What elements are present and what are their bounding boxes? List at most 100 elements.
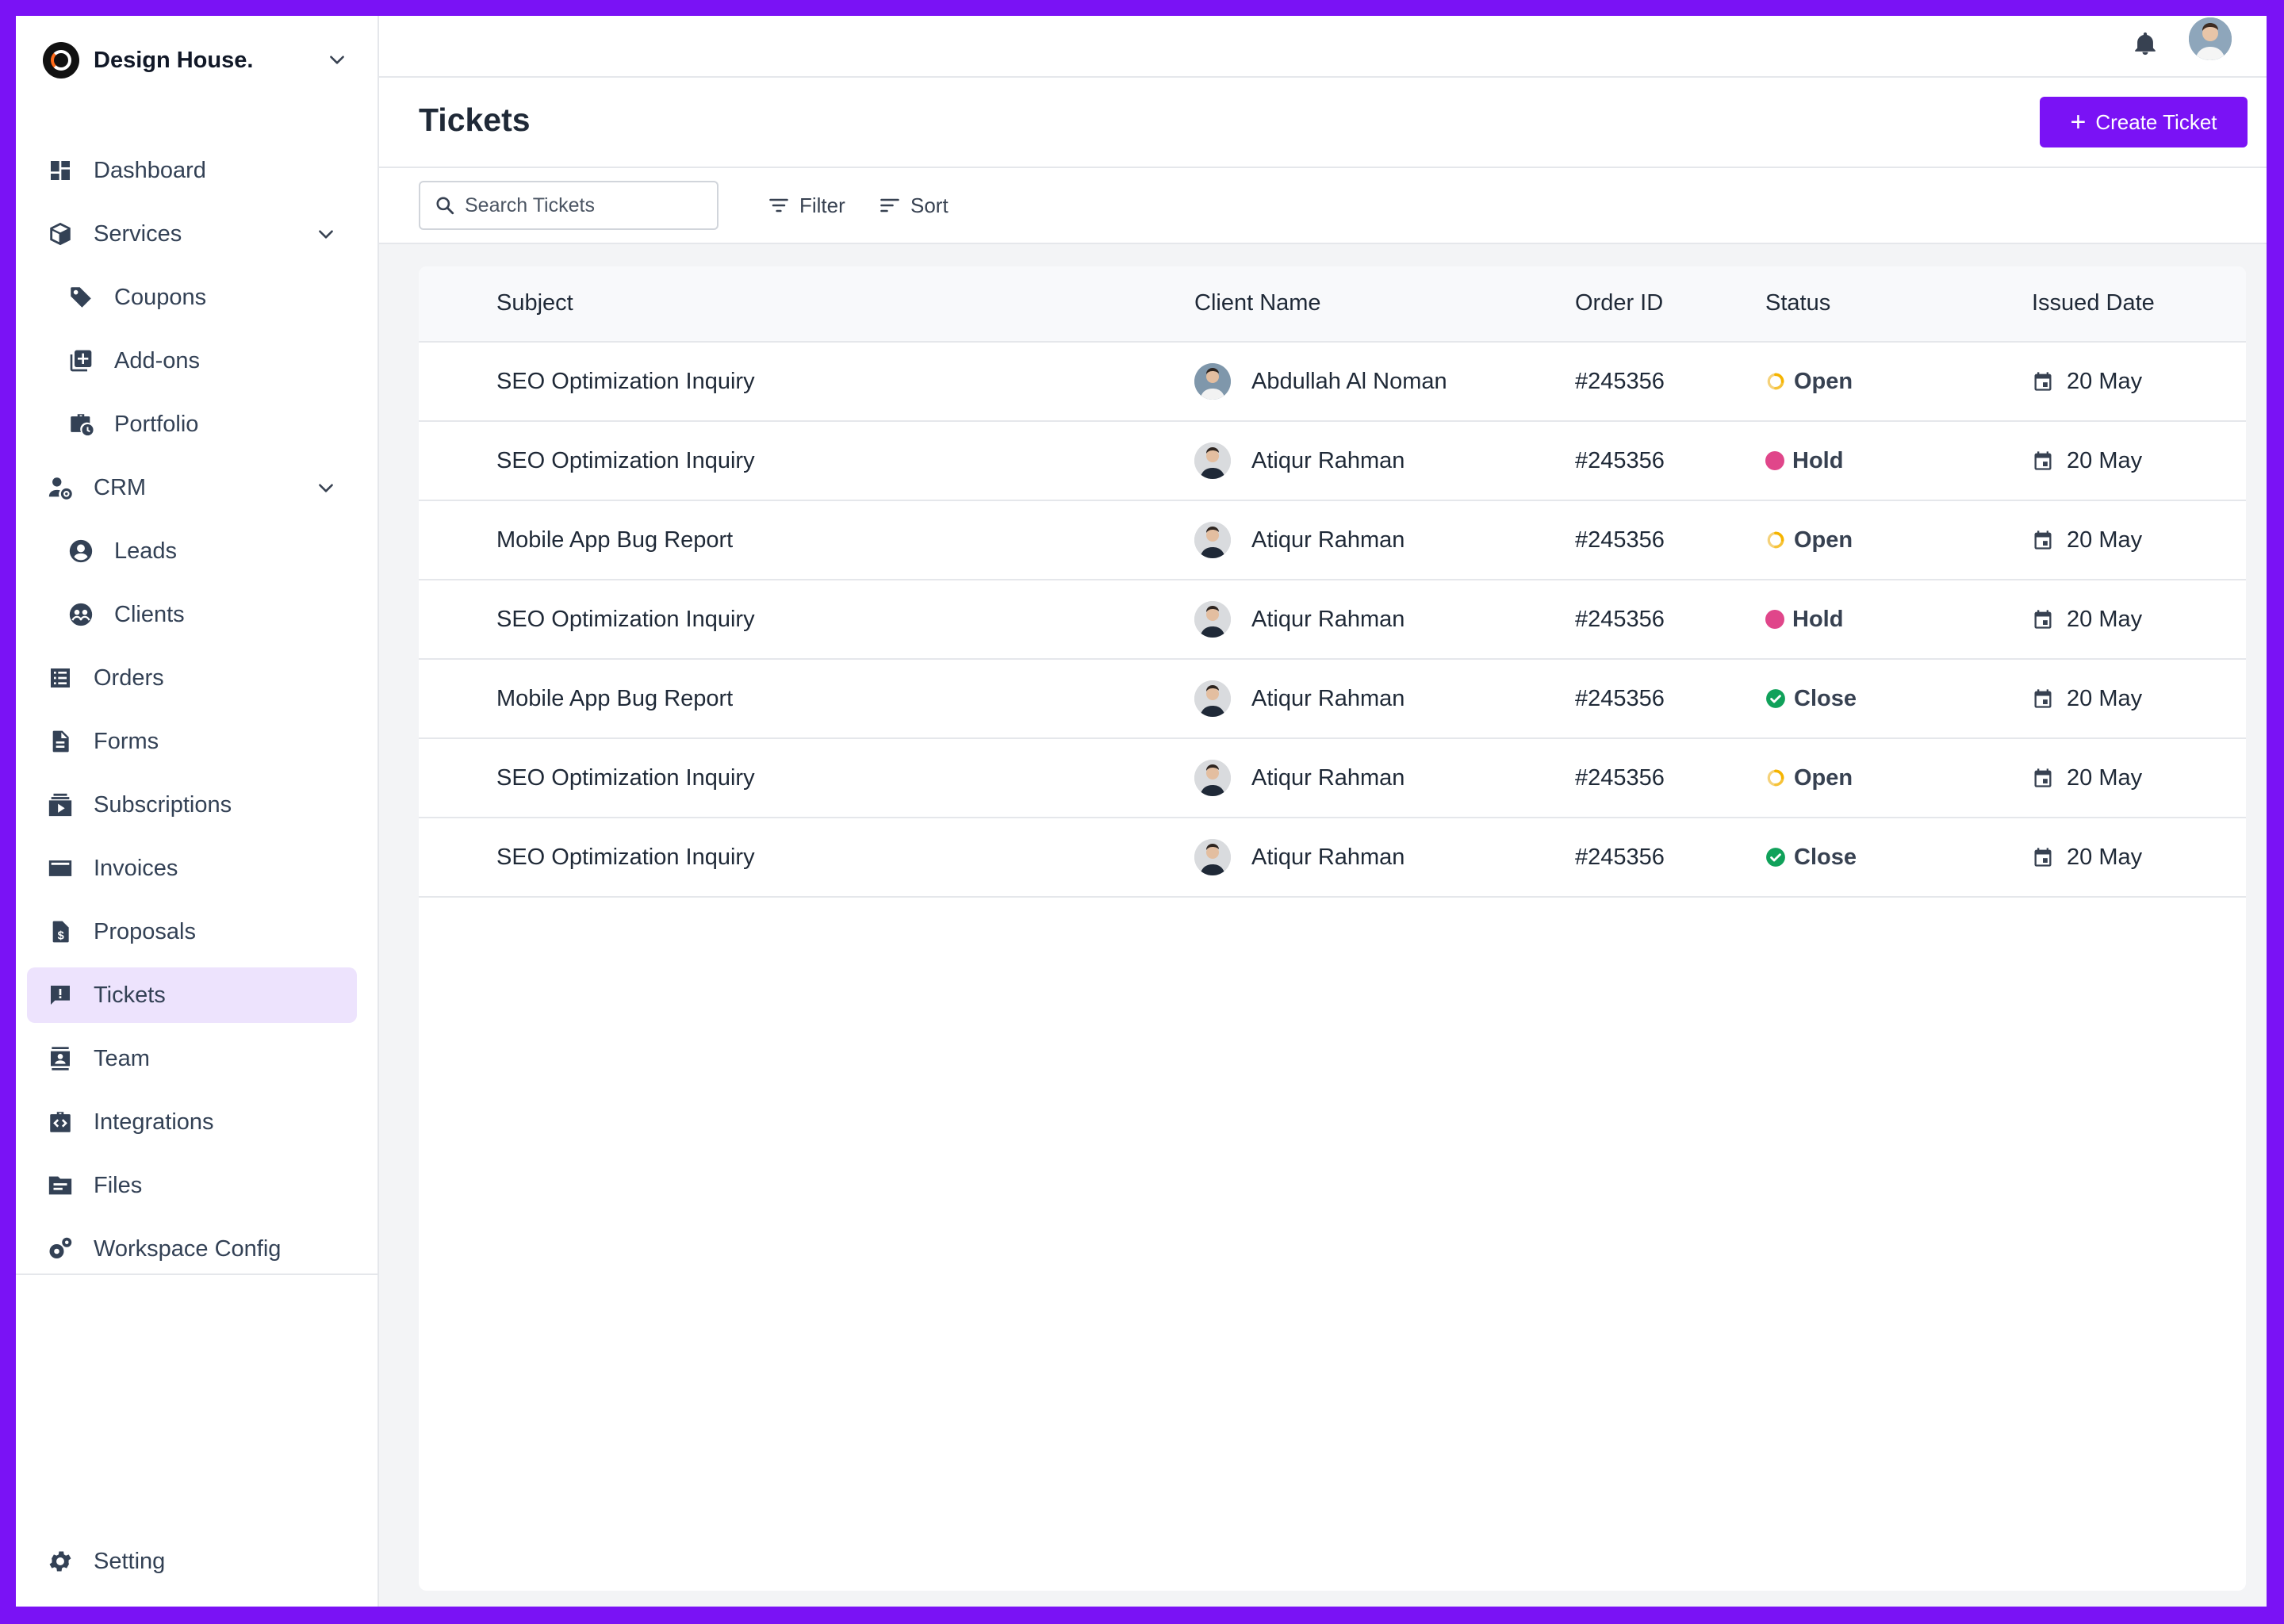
column-header-issued-date[interactable]: Issued Date [2032, 290, 2155, 316]
sidebar-item-proposals[interactable]: $ Proposals [27, 904, 357, 959]
sidebar-item-label: CRM [94, 474, 147, 500]
status-open-icon [1765, 768, 1786, 788]
date-label: 20 May [2067, 764, 2143, 791]
sidebar-item-coupons[interactable]: Coupons [48, 270, 357, 325]
order-id: #245356 [1575, 606, 1665, 632]
sidebar-item-crm[interactable]: CRM [27, 460, 357, 515]
sidebar-item-tickets[interactable]: Tickets [27, 967, 357, 1023]
search-input[interactable] [463, 193, 704, 218]
table-row[interactable]: SEO Optimization Inquiry Atiqur Rahman #24… [419, 739, 2246, 818]
date-label: 20 May [2067, 368, 2143, 394]
client-cell: Atiqur Rahman [1194, 580, 1405, 658]
table-row[interactable]: SEO Optimization Inquiry Atiqur Rahman #24… [419, 422, 2246, 501]
sidebar-item-label: Orders [94, 665, 164, 691]
status-badge: Hold [1765, 580, 1843, 658]
sidebar-item-orders[interactable]: Orders [27, 650, 357, 706]
sidebar-item-label: Services [94, 220, 182, 247]
ticket-subject[interactable]: Mobile App Bug Report [496, 527, 734, 553]
client-name: Atiqur Rahman [1251, 527, 1405, 553]
dashboard-icon [44, 155, 76, 186]
ticket-subject[interactable]: SEO Optimization Inquiry [496, 447, 755, 473]
calendar-icon [2032, 767, 2054, 789]
status-badge: Close [1765, 818, 1857, 896]
filter-label: Filter [799, 193, 845, 217]
sidebar-item-dashboard[interactable]: Dashboard [27, 143, 357, 198]
column-header-client-name[interactable]: Client Name [1194, 290, 1321, 316]
sidebar-item-subscriptions[interactable]: Subscriptions [27, 777, 357, 833]
ticket-subject[interactable]: SEO Optimization Inquiry [496, 844, 755, 870]
status-badge: Open [1765, 739, 1853, 817]
ticket-subject[interactable]: Mobile App Bug Report [496, 685, 734, 711]
status-badge: Hold [1765, 422, 1843, 500]
order-id: #245356 [1575, 844, 1665, 870]
sidebar-item-integrations[interactable]: Integrations [27, 1094, 357, 1150]
status-badge: Open [1765, 501, 1853, 579]
sidebar-item-setting[interactable]: Setting [27, 1534, 357, 1589]
filter-button[interactable]: Filter [768, 186, 845, 225]
sidebar-item-invoices[interactable]: Invoices [27, 841, 357, 896]
search-box [419, 181, 719, 230]
svg-text:$: $ [58, 929, 64, 942]
table-row[interactable]: SEO Optimization Inquiry Abdullah Al Noma… [419, 343, 2246, 422]
subscriptions-icon [44, 789, 76, 821]
column-header-status[interactable]: Status [1765, 290, 1831, 316]
user-gear-icon [44, 472, 76, 504]
status-close-icon [1765, 688, 1786, 709]
status-label: Open [1794, 527, 1853, 553]
column-header-order-id[interactable]: Order ID [1575, 290, 1664, 316]
table-row[interactable]: SEO Optimization Inquiry Atiqur Rahman #24… [419, 580, 2246, 660]
sidebar-item-portfolio[interactable]: Portfolio [48, 396, 357, 452]
ticket-subject[interactable]: SEO Optimization Inquiry [496, 764, 755, 791]
client-name: Atiqur Rahman [1251, 764, 1405, 791]
sidebar-item-label: Files [94, 1172, 143, 1198]
chevron-down-icon [316, 224, 336, 248]
client-cell: Atiqur Rahman [1194, 739, 1405, 817]
dollar-doc-icon: $ [44, 916, 76, 948]
client-avatar [1194, 680, 1231, 717]
chevron-down-icon[interactable] [327, 49, 347, 74]
table-row[interactable]: Mobile App Bug Report Atiqur Rahman #24535… [419, 501, 2246, 580]
sidebar-item-files[interactable]: Files [27, 1158, 357, 1213]
sidebar-item-leads[interactable]: Leads [48, 523, 357, 579]
sidebar-item-label: Tickets [94, 982, 166, 1008]
feedback-icon [44, 979, 76, 1011]
sidebar-item-label: Add-ons [114, 347, 201, 373]
sidebar-item-clients[interactable]: Clients [48, 587, 357, 642]
page-header: Tickets + Create Ticket [379, 78, 2267, 168]
status-open-icon [1765, 371, 1786, 392]
status-hold-icon [1765, 451, 1784, 470]
bell-icon[interactable] [2132, 29, 2159, 63]
issued-date: 20 May [2032, 580, 2142, 658]
page-title: Tickets [419, 102, 531, 138]
table-row[interactable]: SEO Optimization Inquiry Atiqur Rahman #24… [419, 818, 2246, 898]
sidebar-item-workspace-config[interactable]: Workspace Config [27, 1221, 357, 1277]
filter-icon [768, 194, 790, 216]
ticket-subject[interactable]: SEO Optimization Inquiry [496, 606, 755, 632]
sidebar-item-forms[interactable]: Forms [27, 714, 357, 769]
column-header-subject[interactable]: Subject [496, 290, 573, 316]
sort-button[interactable]: Sort [879, 186, 948, 225]
list-icon [44, 662, 76, 694]
table-row[interactable]: Mobile App Bug Report Atiqur Rahman #24535… [419, 660, 2246, 739]
brand-name: Design House. [94, 47, 254, 73]
sidebar-item-team[interactable]: Team [27, 1031, 357, 1086]
create-ticket-button[interactable]: + Create Ticket [2040, 97, 2248, 147]
sidebar-item-label: Portfolio [114, 411, 199, 437]
contact-card-icon [44, 1043, 76, 1074]
client-avatar [1194, 760, 1231, 796]
chevron-down-icon [316, 477, 336, 502]
table-header: Subject Client Name Order ID Status Issu… [419, 266, 2246, 343]
workspace-switcher[interactable]: Design House. [43, 40, 360, 81]
order-id: #245356 [1575, 368, 1665, 394]
sidebar-item-label: Coupons [114, 284, 207, 310]
status-label: Hold [1792, 606, 1844, 632]
add-library-icon [65, 345, 97, 377]
calendar-icon [2032, 688, 2054, 710]
calendar-icon [2032, 450, 2054, 472]
tickets-table: Subject Client Name Order ID Status Issu… [419, 266, 2246, 1591]
sidebar-item-services[interactable]: Services [27, 206, 357, 262]
user-avatar[interactable] [2189, 17, 2232, 60]
sidebar-item-add-ons[interactable]: Add-ons [48, 333, 357, 389]
date-label: 20 May [2067, 685, 2143, 711]
ticket-subject[interactable]: SEO Optimization Inquiry [496, 368, 755, 394]
